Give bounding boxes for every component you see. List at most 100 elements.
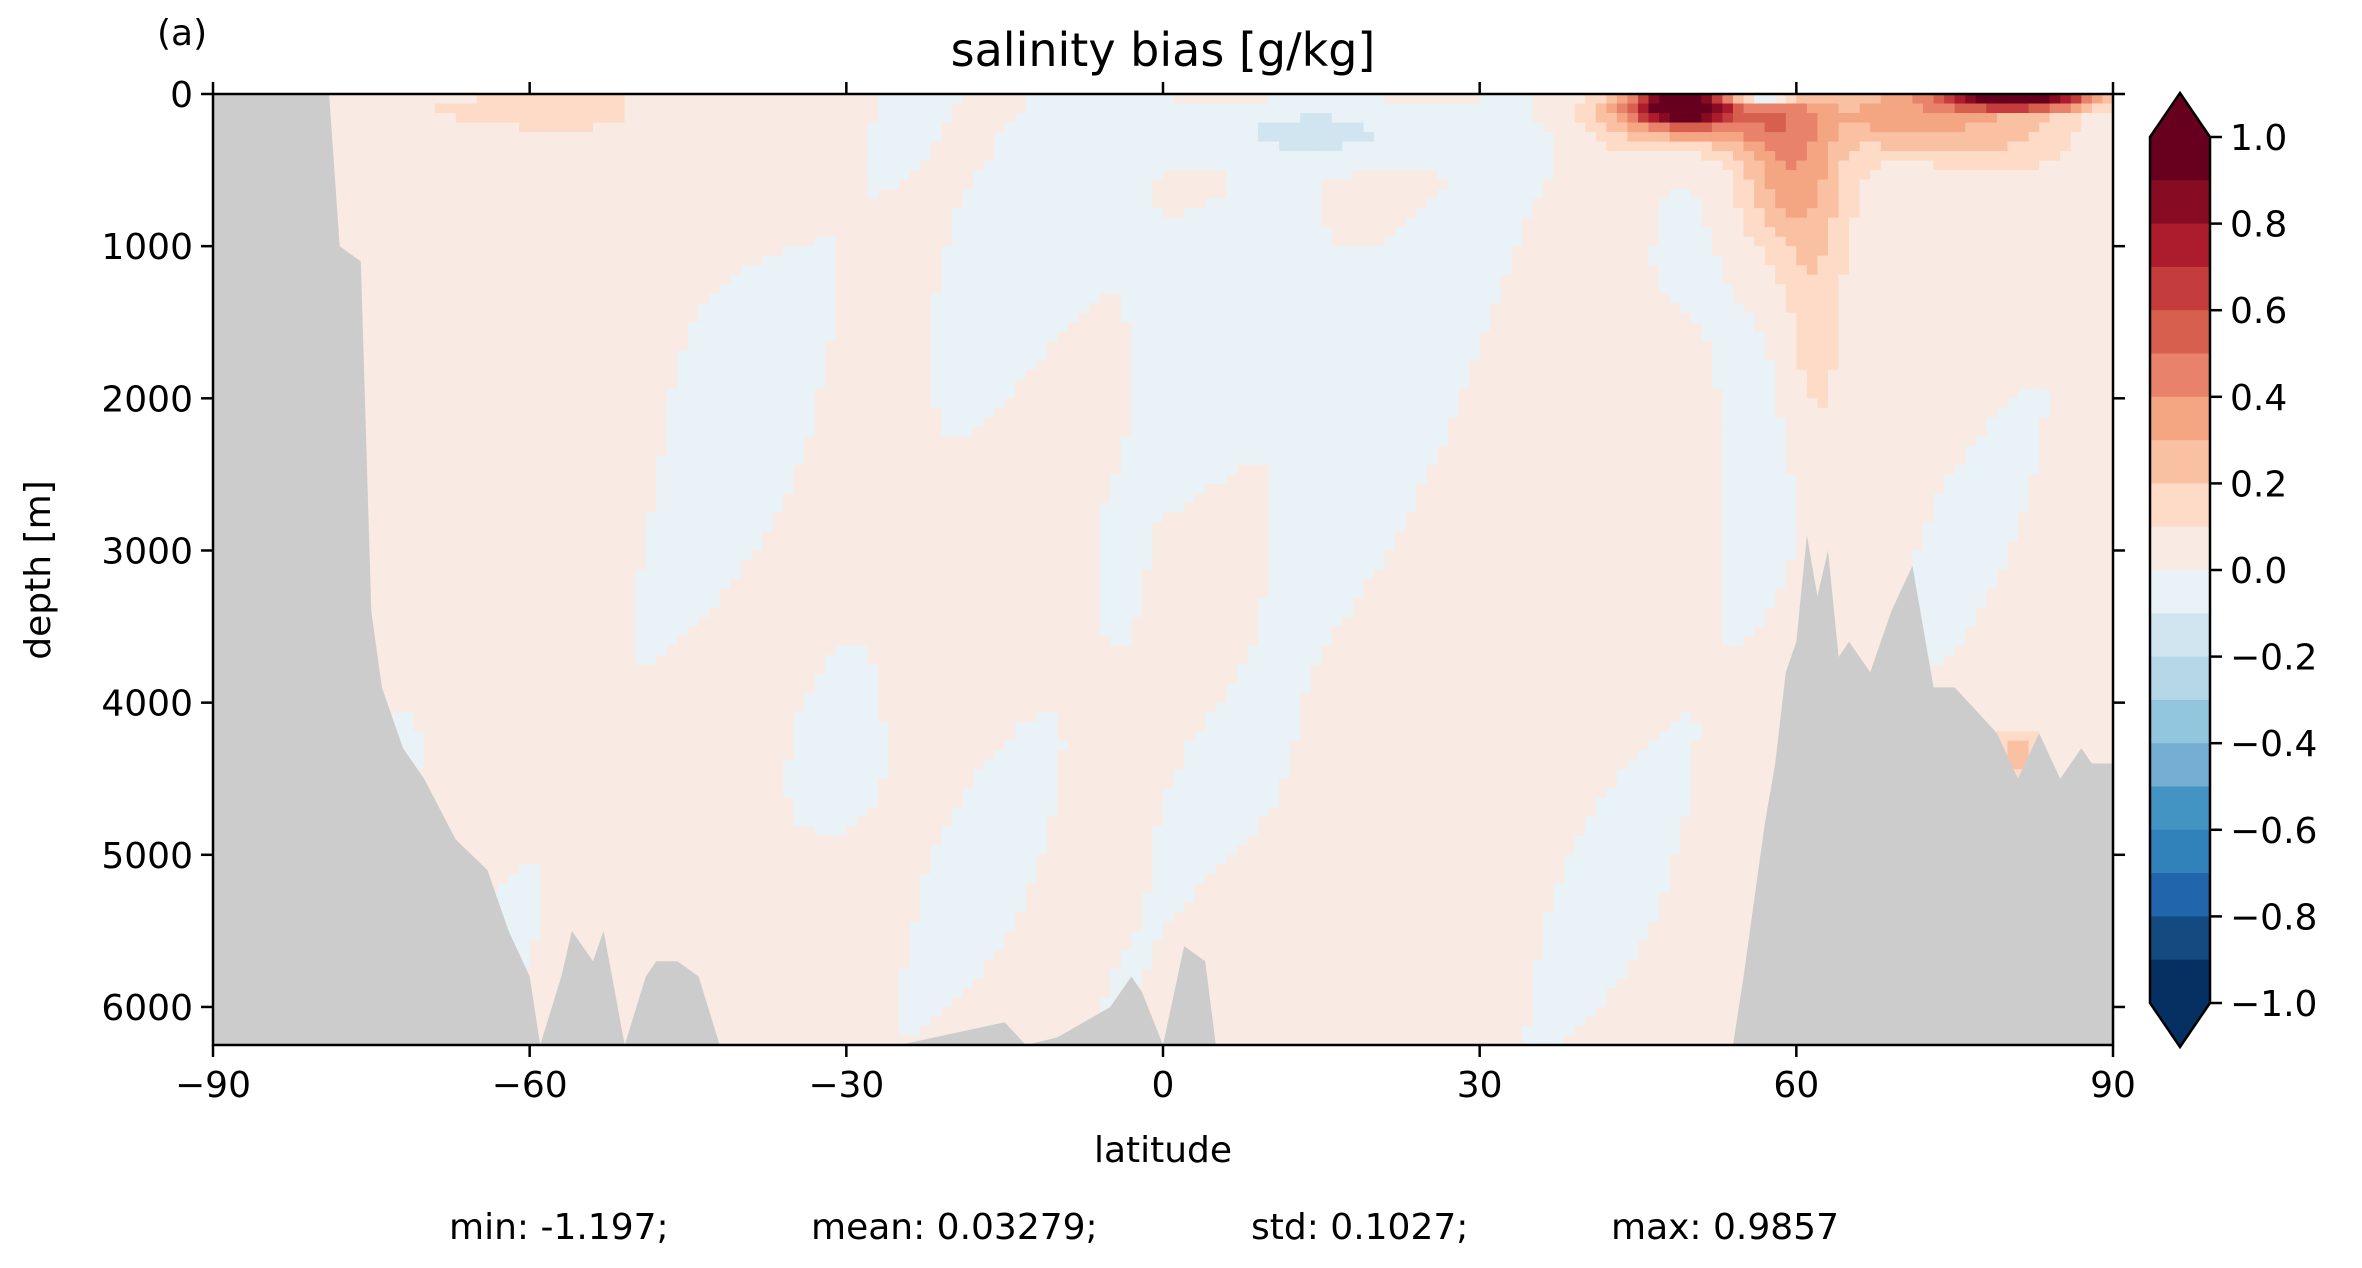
field-cell <box>339 160 351 171</box>
field-cell <box>550 873 562 884</box>
field-cell <box>561 455 573 466</box>
field-cell <box>371 255 383 266</box>
field-cell <box>561 246 573 257</box>
field-cell <box>614 132 626 143</box>
field-cell <box>498 493 510 504</box>
field-cell <box>666 407 679 418</box>
field-cell <box>550 436 562 447</box>
field-cell <box>424 778 436 789</box>
field-cell <box>455 170 467 181</box>
field-cell <box>550 911 562 922</box>
field-cell <box>434 293 446 304</box>
field-cell <box>508 569 520 580</box>
field-cell <box>614 797 626 808</box>
field-cell <box>487 189 499 200</box>
field-cell <box>381 502 394 514</box>
field-cell <box>403 198 415 209</box>
field-cell <box>645 303 657 314</box>
field-cell <box>645 531 657 542</box>
field-cell <box>719 255 731 266</box>
field-cell <box>434 464 446 475</box>
field-cell <box>519 712 531 723</box>
field-cell <box>561 284 573 295</box>
field-cell <box>476 598 489 609</box>
field-cell <box>529 968 541 980</box>
field-cell <box>645 474 657 485</box>
field-cell <box>561 559 573 571</box>
field-cell <box>624 113 636 124</box>
field-cell <box>656 360 668 371</box>
field-cell <box>666 826 679 837</box>
field-cell <box>688 293 700 304</box>
field-cell <box>561 626 573 637</box>
field-cell <box>371 274 383 285</box>
field-cell <box>487 778 499 789</box>
field-cell <box>466 94 478 105</box>
field-cell <box>434 702 446 713</box>
field-cell <box>476 835 489 846</box>
field-cell <box>413 664 425 675</box>
field-cell <box>656 949 668 961</box>
field-cell <box>730 531 742 542</box>
field-cell <box>603 902 615 913</box>
field-cell <box>508 483 520 495</box>
field-cell <box>476 312 489 323</box>
field-cell <box>540 864 552 875</box>
field-cell <box>424 493 436 504</box>
field-cell <box>603 464 615 475</box>
field-cell <box>635 540 647 552</box>
field-cell <box>498 160 510 171</box>
field-cell <box>381 94 394 105</box>
field-cell <box>403 293 415 304</box>
field-cell <box>476 198 489 209</box>
field-cell <box>424 379 436 390</box>
field-cell <box>666 160 679 171</box>
field-cell <box>614 921 626 932</box>
field-cell <box>540 978 552 989</box>
field-cell <box>709 388 721 399</box>
field-cell <box>529 322 541 333</box>
field-cell <box>381 350 394 361</box>
field-cell <box>666 284 679 295</box>
field-cell <box>635 512 647 523</box>
field-cell <box>392 455 404 466</box>
field-cell <box>540 721 552 732</box>
field-cell <box>519 569 531 580</box>
field-cell <box>561 217 573 228</box>
field-cell <box>719 1006 731 1018</box>
field-cell <box>656 113 668 124</box>
field-cell <box>635 217 647 228</box>
field-cell <box>371 531 383 542</box>
field-cell <box>561 835 573 846</box>
field-cell <box>550 569 562 580</box>
field-cell <box>635 151 647 162</box>
field-cell <box>529 579 541 590</box>
field-cell <box>487 731 499 742</box>
field-cell <box>445 170 457 181</box>
field-cell <box>698 569 710 580</box>
field-cell <box>487 170 499 181</box>
field-cell <box>508 655 520 666</box>
field-cell <box>571 873 584 884</box>
field-cell <box>466 683 478 694</box>
field-cell <box>519 693 531 704</box>
field-cell <box>709 579 721 590</box>
field-cell <box>508 341 520 352</box>
field-cell <box>666 655 679 666</box>
field-cell <box>519 531 531 542</box>
field-cell <box>403 502 415 514</box>
field-cell <box>635 607 647 618</box>
field-cell <box>529 388 541 399</box>
field-cell <box>730 255 742 266</box>
field-cell <box>635 103 647 114</box>
field-cell <box>550 350 562 361</box>
field-cell <box>550 579 562 590</box>
field-cell <box>603 617 615 628</box>
field-cell <box>424 636 436 647</box>
field-cell <box>445 464 457 475</box>
field-cell <box>455 379 467 390</box>
field-cell <box>434 208 446 219</box>
field-cell <box>666 579 679 590</box>
field-cell <box>645 160 657 171</box>
field-cell <box>445 445 457 456</box>
